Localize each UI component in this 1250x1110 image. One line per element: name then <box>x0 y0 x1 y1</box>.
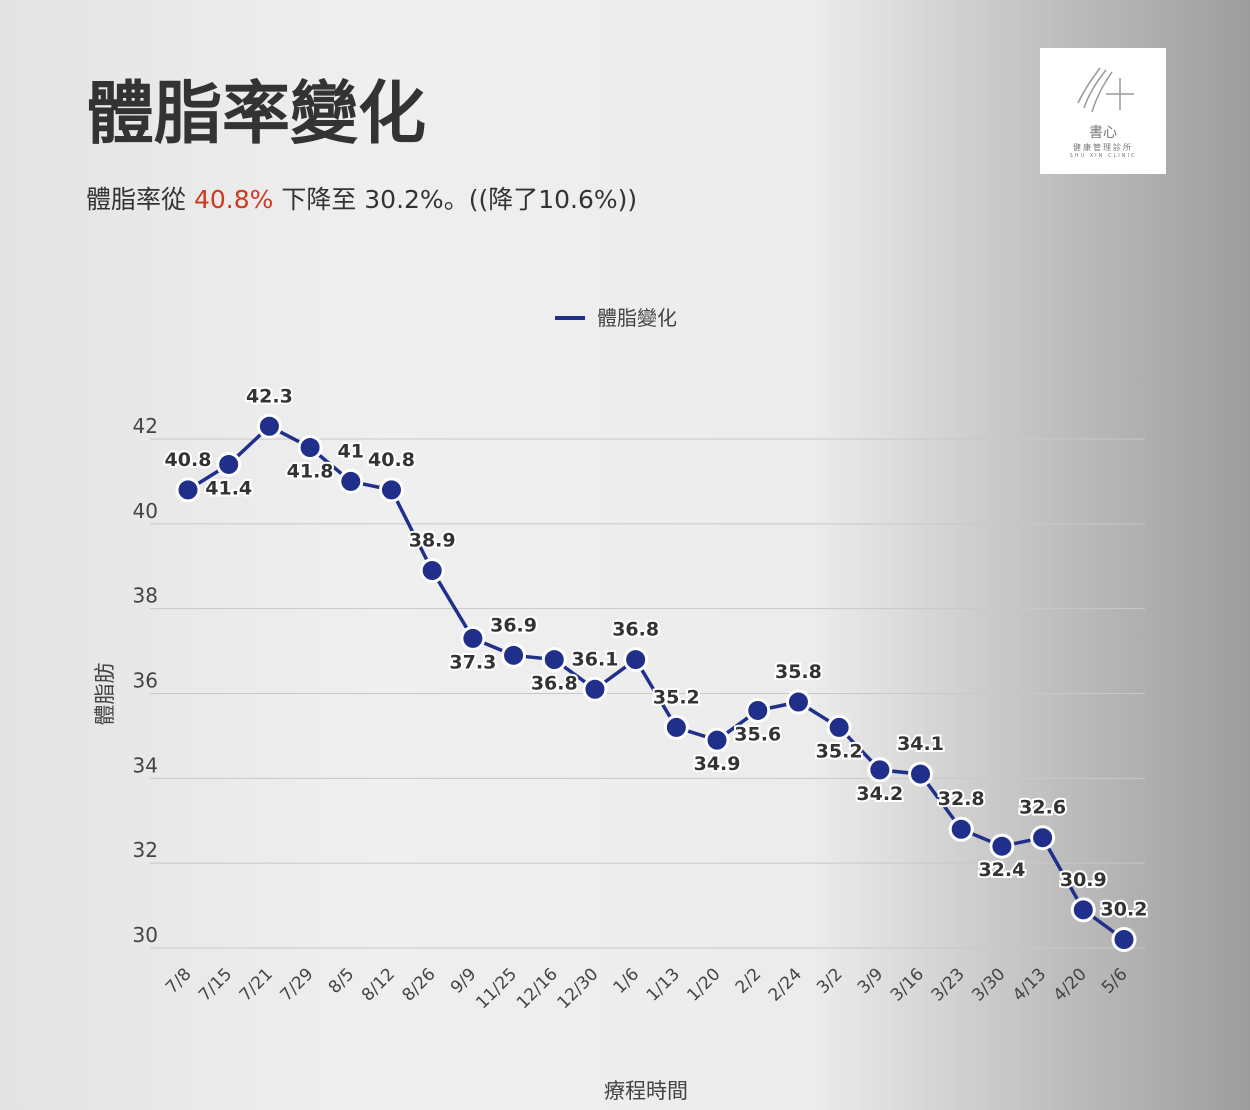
x-tick-label: 2/24 <box>765 964 806 1005</box>
data-point <box>541 647 567 673</box>
subtitle: 體脂率從 40.8% 下降至 30.2%。((降了10.6%)) <box>86 180 637 216</box>
data-point <box>216 451 242 477</box>
data-point <box>1030 825 1056 851</box>
x-tick-label: 3/16 <box>887 964 928 1005</box>
data-label: 38.9 <box>409 529 456 551</box>
data-label: 35.8 <box>775 661 822 683</box>
x-tick-label: 7/15 <box>195 964 236 1005</box>
data-label: 36.8 <box>612 619 659 641</box>
data-label: 42.3 <box>246 385 293 407</box>
data-label: 35.2 <box>816 740 863 762</box>
data-point <box>582 676 608 702</box>
data-label: 41.4 <box>205 477 252 499</box>
x-tick-label: 8/5 <box>325 964 358 997</box>
data-point <box>256 413 282 439</box>
subtitle-highlight: 40.8% <box>193 185 274 214</box>
x-tick-label: 1/20 <box>683 964 724 1005</box>
x-tick-label: 7/21 <box>236 964 277 1005</box>
data-point <box>623 647 649 673</box>
legend-label: 體脂變化 <box>597 306 677 330</box>
data-label: 36.8 <box>531 673 578 695</box>
logo-english: SHU XIN CLINIC <box>1069 153 1137 159</box>
x-tick-label: 7/29 <box>276 964 317 1005</box>
data-point <box>745 697 771 723</box>
title: 體脂率變化 <box>86 75 427 154</box>
data-label: 34.9 <box>694 753 741 775</box>
y-tick-label: 36 <box>133 669 158 693</box>
subtitle-text: 下降至 30.2%。((降了10.6%)) <box>273 185 638 214</box>
data-point <box>419 557 445 583</box>
x-tick-label: 2/2 <box>732 964 765 997</box>
x-tick-label: 3/9 <box>854 964 887 997</box>
data-point <box>338 468 364 494</box>
data-point <box>501 642 527 668</box>
data-label: 35.2 <box>653 686 700 708</box>
data-label: 32.4 <box>978 859 1025 881</box>
y-tick-label: 40 <box>133 499 158 523</box>
x-tick-label: 8/26 <box>399 964 440 1005</box>
data-label: 36.1 <box>572 648 619 670</box>
x-tick-label: 5/6 <box>1098 964 1131 997</box>
data-label: 37.3 <box>449 651 496 673</box>
x-tick-label: 4/20 <box>1050 964 1091 1005</box>
x-tick-label: 7/8 <box>162 964 195 997</box>
y-tick-label: 34 <box>133 753 158 777</box>
data-point <box>989 833 1015 859</box>
y-tick-label: 42 <box>133 414 158 438</box>
logo-name: 書心 <box>1089 125 1117 141</box>
data-label: 30.2 <box>1101 899 1148 921</box>
data-point <box>460 625 486 651</box>
data-point <box>1070 897 1096 923</box>
y-tick-label: 30 <box>133 923 158 947</box>
x-tick-label: 8/12 <box>358 964 399 1005</box>
data-label: 32.8 <box>938 788 985 810</box>
x-tick-label: 3/23 <box>928 964 969 1005</box>
x-tick-label: 11/25 <box>472 964 521 1013</box>
data-point <box>785 689 811 715</box>
y-tick-label: 38 <box>133 584 158 608</box>
x-tick-label: 3/2 <box>813 964 846 997</box>
data-label: 35.6 <box>734 723 781 745</box>
data-point <box>663 714 689 740</box>
data-point <box>908 761 934 787</box>
x-tick-label: 1/13 <box>643 964 684 1005</box>
data-point <box>948 816 974 842</box>
x-tick-label: 9/9 <box>447 964 480 997</box>
x-tick-label: 4/13 <box>1009 964 1050 1005</box>
data-label: 36.9 <box>490 614 537 636</box>
data-label: 34.1 <box>897 733 944 755</box>
y-tick-label: 32 <box>133 838 158 862</box>
logo: 書心 健康管理診所 SHU XIN CLINIC <box>1040 48 1166 174</box>
data-point <box>175 477 201 503</box>
data-point <box>378 477 404 503</box>
data-point <box>704 727 730 753</box>
x-tick-label: 1/6 <box>610 964 643 997</box>
subtitle-text: 體脂率從 <box>86 185 194 214</box>
data-label: 30.9 <box>1060 869 1107 891</box>
data-label: 41.8 <box>287 460 334 482</box>
logo-mark <box>1077 67 1134 113</box>
data-point <box>1111 927 1137 953</box>
data-point <box>867 757 893 783</box>
x-tick-label: 12/30 <box>554 964 603 1013</box>
data-label: 32.6 <box>1019 797 1066 819</box>
logo-subtitle: 健康管理診所 <box>1073 143 1133 152</box>
x-tick-label: 12/16 <box>513 964 562 1013</box>
data-label: 34.2 <box>856 783 903 805</box>
data-point <box>297 434 323 460</box>
x-axis-label: 療程時間 <box>604 1079 688 1103</box>
data-label: 41 <box>338 440 364 462</box>
x-tick-label: 3/30 <box>968 964 1009 1005</box>
y-axis-label: 體脂肪 <box>93 663 117 726</box>
data-label: 40.8 <box>165 449 212 471</box>
data-point <box>826 714 852 740</box>
data-label: 40.8 <box>368 449 415 471</box>
